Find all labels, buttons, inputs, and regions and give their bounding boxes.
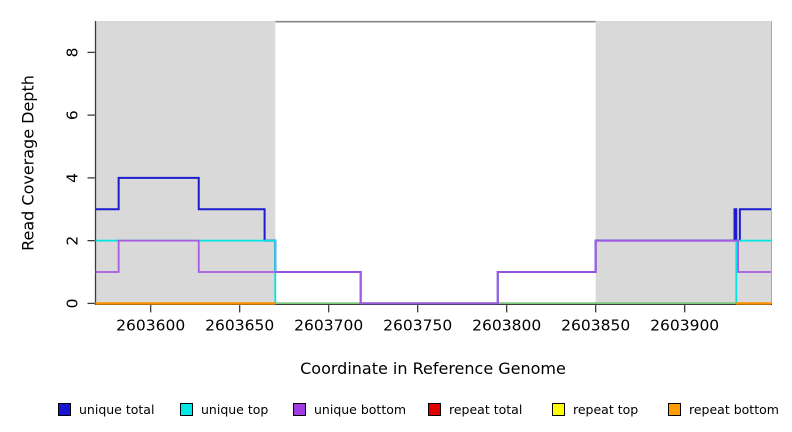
legend-item-repeat-bottom: repeat bottom [668,399,779,419]
unique-bottom-swatch-icon [293,402,306,416]
svg-text:2603750: 2603750 [383,316,452,334]
chart-legend: unique total unique top unique bottom re… [0,399,792,421]
legend-item-unique-top: unique top [180,399,268,419]
legend-label: repeat total [449,401,523,417]
svg-text:8: 8 [64,47,82,57]
svg-text:2603900: 2603900 [650,316,719,334]
svg-text:2603800: 2603800 [472,316,541,334]
legend-item-repeat-top: repeat top [552,399,638,419]
repeat-top-swatch-icon [552,402,565,416]
y-axis-title: Read Coverage Depth [18,75,38,251]
x-axis-title: Coordinate in Reference Genome [300,359,566,378]
coverage-chart: 2603600 2603650 2603700 2603750 2603800 26038… [64,20,772,334]
repeat-total-swatch-icon [428,402,441,416]
svg-text:6: 6 [64,110,82,120]
legend-item-repeat-total: repeat total [428,399,522,419]
svg-text:2603650: 2603650 [205,316,274,334]
svg-text:2603700: 2603700 [294,316,363,334]
legend-item-unique-bottom: unique bottom [293,399,406,419]
legend-label: unique total [79,401,155,417]
svg-text:2603600: 2603600 [116,316,185,334]
unique-total-swatch-icon [58,402,71,416]
svg-text:0: 0 [64,298,82,308]
legend-label: unique top [201,401,269,417]
svg-text:4: 4 [64,173,82,183]
unique-top-swatch-icon [180,402,193,416]
legend-label: repeat top [573,401,639,417]
svg-text:2603850: 2603850 [561,316,630,334]
repeat-bottom-swatch-icon [668,402,681,416]
legend-label: repeat bottom [689,401,779,417]
svg-text:2: 2 [64,236,82,246]
legend-item-unique-total: unique total [58,399,154,419]
legend-label: unique bottom [314,401,407,417]
